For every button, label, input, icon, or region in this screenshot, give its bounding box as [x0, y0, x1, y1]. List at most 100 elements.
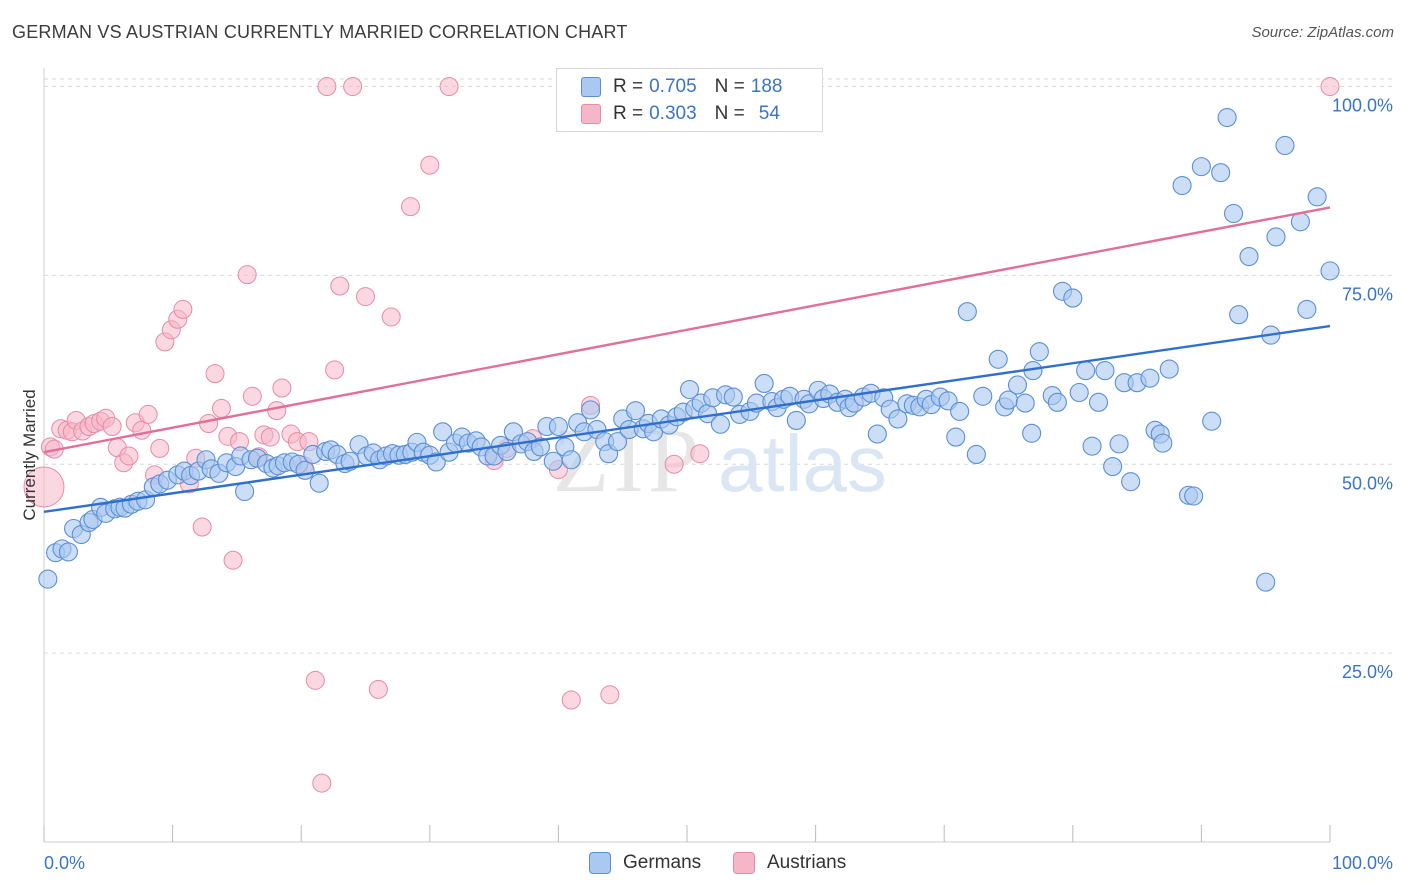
german-point [1229, 305, 1249, 325]
austrian-point [23, 466, 65, 508]
german-point [309, 473, 329, 493]
series-legend-austrians: Austrians [733, 852, 846, 874]
german-point [680, 379, 700, 400]
austrian-point [325, 360, 345, 380]
german-point [786, 410, 806, 431]
german-point [1069, 382, 1089, 403]
austrian-point [439, 77, 459, 97]
german-point [723, 387, 743, 407]
austrian-point [664, 454, 684, 474]
german-point [1256, 572, 1276, 592]
tick-labels: 25.0% 50.0% 75.0% 100.0% 0.0% 100.0% [44, 96, 1393, 873]
austrian-point [381, 307, 401, 327]
german-point [950, 401, 970, 421]
german-point [1211, 163, 1231, 183]
germans-n-label: N = [714, 76, 745, 97]
austrians-n-label: N = [714, 103, 745, 124]
german-point [295, 460, 315, 480]
watermark-atlas: atlas [718, 419, 887, 508]
germans-trend-line [43, 324, 1331, 514]
german-point [1159, 359, 1179, 379]
x-tick-label-min: 0.0% [44, 853, 85, 873]
german-point [710, 414, 730, 434]
german-point [1029, 342, 1049, 362]
austrian-point [401, 197, 421, 217]
german-point [1202, 411, 1222, 431]
german-point [1109, 434, 1129, 454]
german-point [1275, 135, 1295, 156]
german-point [888, 409, 908, 429]
german-point [608, 432, 628, 452]
german-point [530, 437, 550, 457]
german-point [1063, 288, 1083, 308]
german-point [1047, 392, 1067, 412]
y-axis-label: Currently Married [20, 389, 39, 520]
austrians-legend-swatch [733, 852, 755, 874]
austrian-point [305, 670, 325, 690]
austrian-point [205, 364, 225, 384]
german-point [1088, 392, 1109, 412]
german-point [1224, 203, 1244, 224]
german-point [1082, 436, 1102, 456]
y-tick-label: 100.0% [1332, 96, 1393, 116]
austrian-point [242, 386, 262, 406]
german-point [1172, 175, 1192, 196]
correlation-legend: R = 0.705 N = 188 R = 0.303 N = 54 [556, 68, 823, 132]
legend-row-austrians: R = 0.303 N = 54 [581, 102, 780, 126]
y-tick-label: 75.0% [1342, 284, 1393, 304]
austrian-point [192, 517, 212, 537]
german-point [1266, 227, 1286, 247]
german-point [988, 349, 1008, 369]
germans-r-value: 0.705 [649, 76, 697, 97]
german-point [626, 401, 646, 421]
austrians-n-value: 54 [758, 103, 780, 124]
germans-legend-swatch [589, 852, 611, 874]
austrians-trend-line [43, 206, 1331, 454]
german-point [754, 373, 774, 393]
german-point [1217, 107, 1237, 128]
austrian-point [343, 77, 363, 97]
austrian-point [267, 401, 287, 421]
y-tick-label: 25.0% [1342, 662, 1393, 682]
austrian-point [1320, 77, 1340, 97]
german-point [973, 386, 993, 406]
german-point [1121, 472, 1141, 492]
germans-points [38, 107, 1340, 592]
austrian-point [420, 155, 440, 175]
germans-swatch [581, 77, 601, 97]
german-point [548, 416, 568, 437]
german-point [1184, 486, 1204, 506]
austrian-point [312, 773, 332, 793]
german-point [867, 424, 887, 444]
austrians-swatch [581, 104, 601, 124]
german-point [235, 481, 255, 502]
german-point [966, 444, 986, 465]
y-tick-label: 50.0% [1342, 473, 1393, 493]
german-point [1239, 246, 1259, 267]
austrian-point [561, 690, 581, 710]
german-point [561, 450, 581, 470]
austrians-r-label: R = [613, 103, 644, 124]
austrian-point [132, 420, 152, 440]
german-point [1153, 433, 1173, 453]
german-point [426, 452, 446, 472]
austrian-point [199, 413, 219, 433]
source-credit: Source: ZipAtlas.com [1251, 24, 1394, 41]
germans-n-value: 188 [750, 76, 783, 97]
austrian-point [119, 446, 139, 466]
austrian-point [237, 265, 257, 285]
german-point [1076, 361, 1096, 381]
germans-legend-label: Germans [623, 852, 702, 873]
german-point [1007, 375, 1028, 395]
german-point [1320, 261, 1340, 281]
german-point [1297, 299, 1317, 319]
austrian-point [368, 679, 388, 699]
austrians-legend-label: Austrians [767, 852, 847, 873]
german-point [1307, 187, 1327, 207]
german-point [433, 422, 453, 442]
german-point [1022, 423, 1042, 443]
austrians-r-value: 0.303 [649, 103, 697, 124]
austrian-point [138, 404, 158, 424]
austrian-point [600, 685, 620, 705]
